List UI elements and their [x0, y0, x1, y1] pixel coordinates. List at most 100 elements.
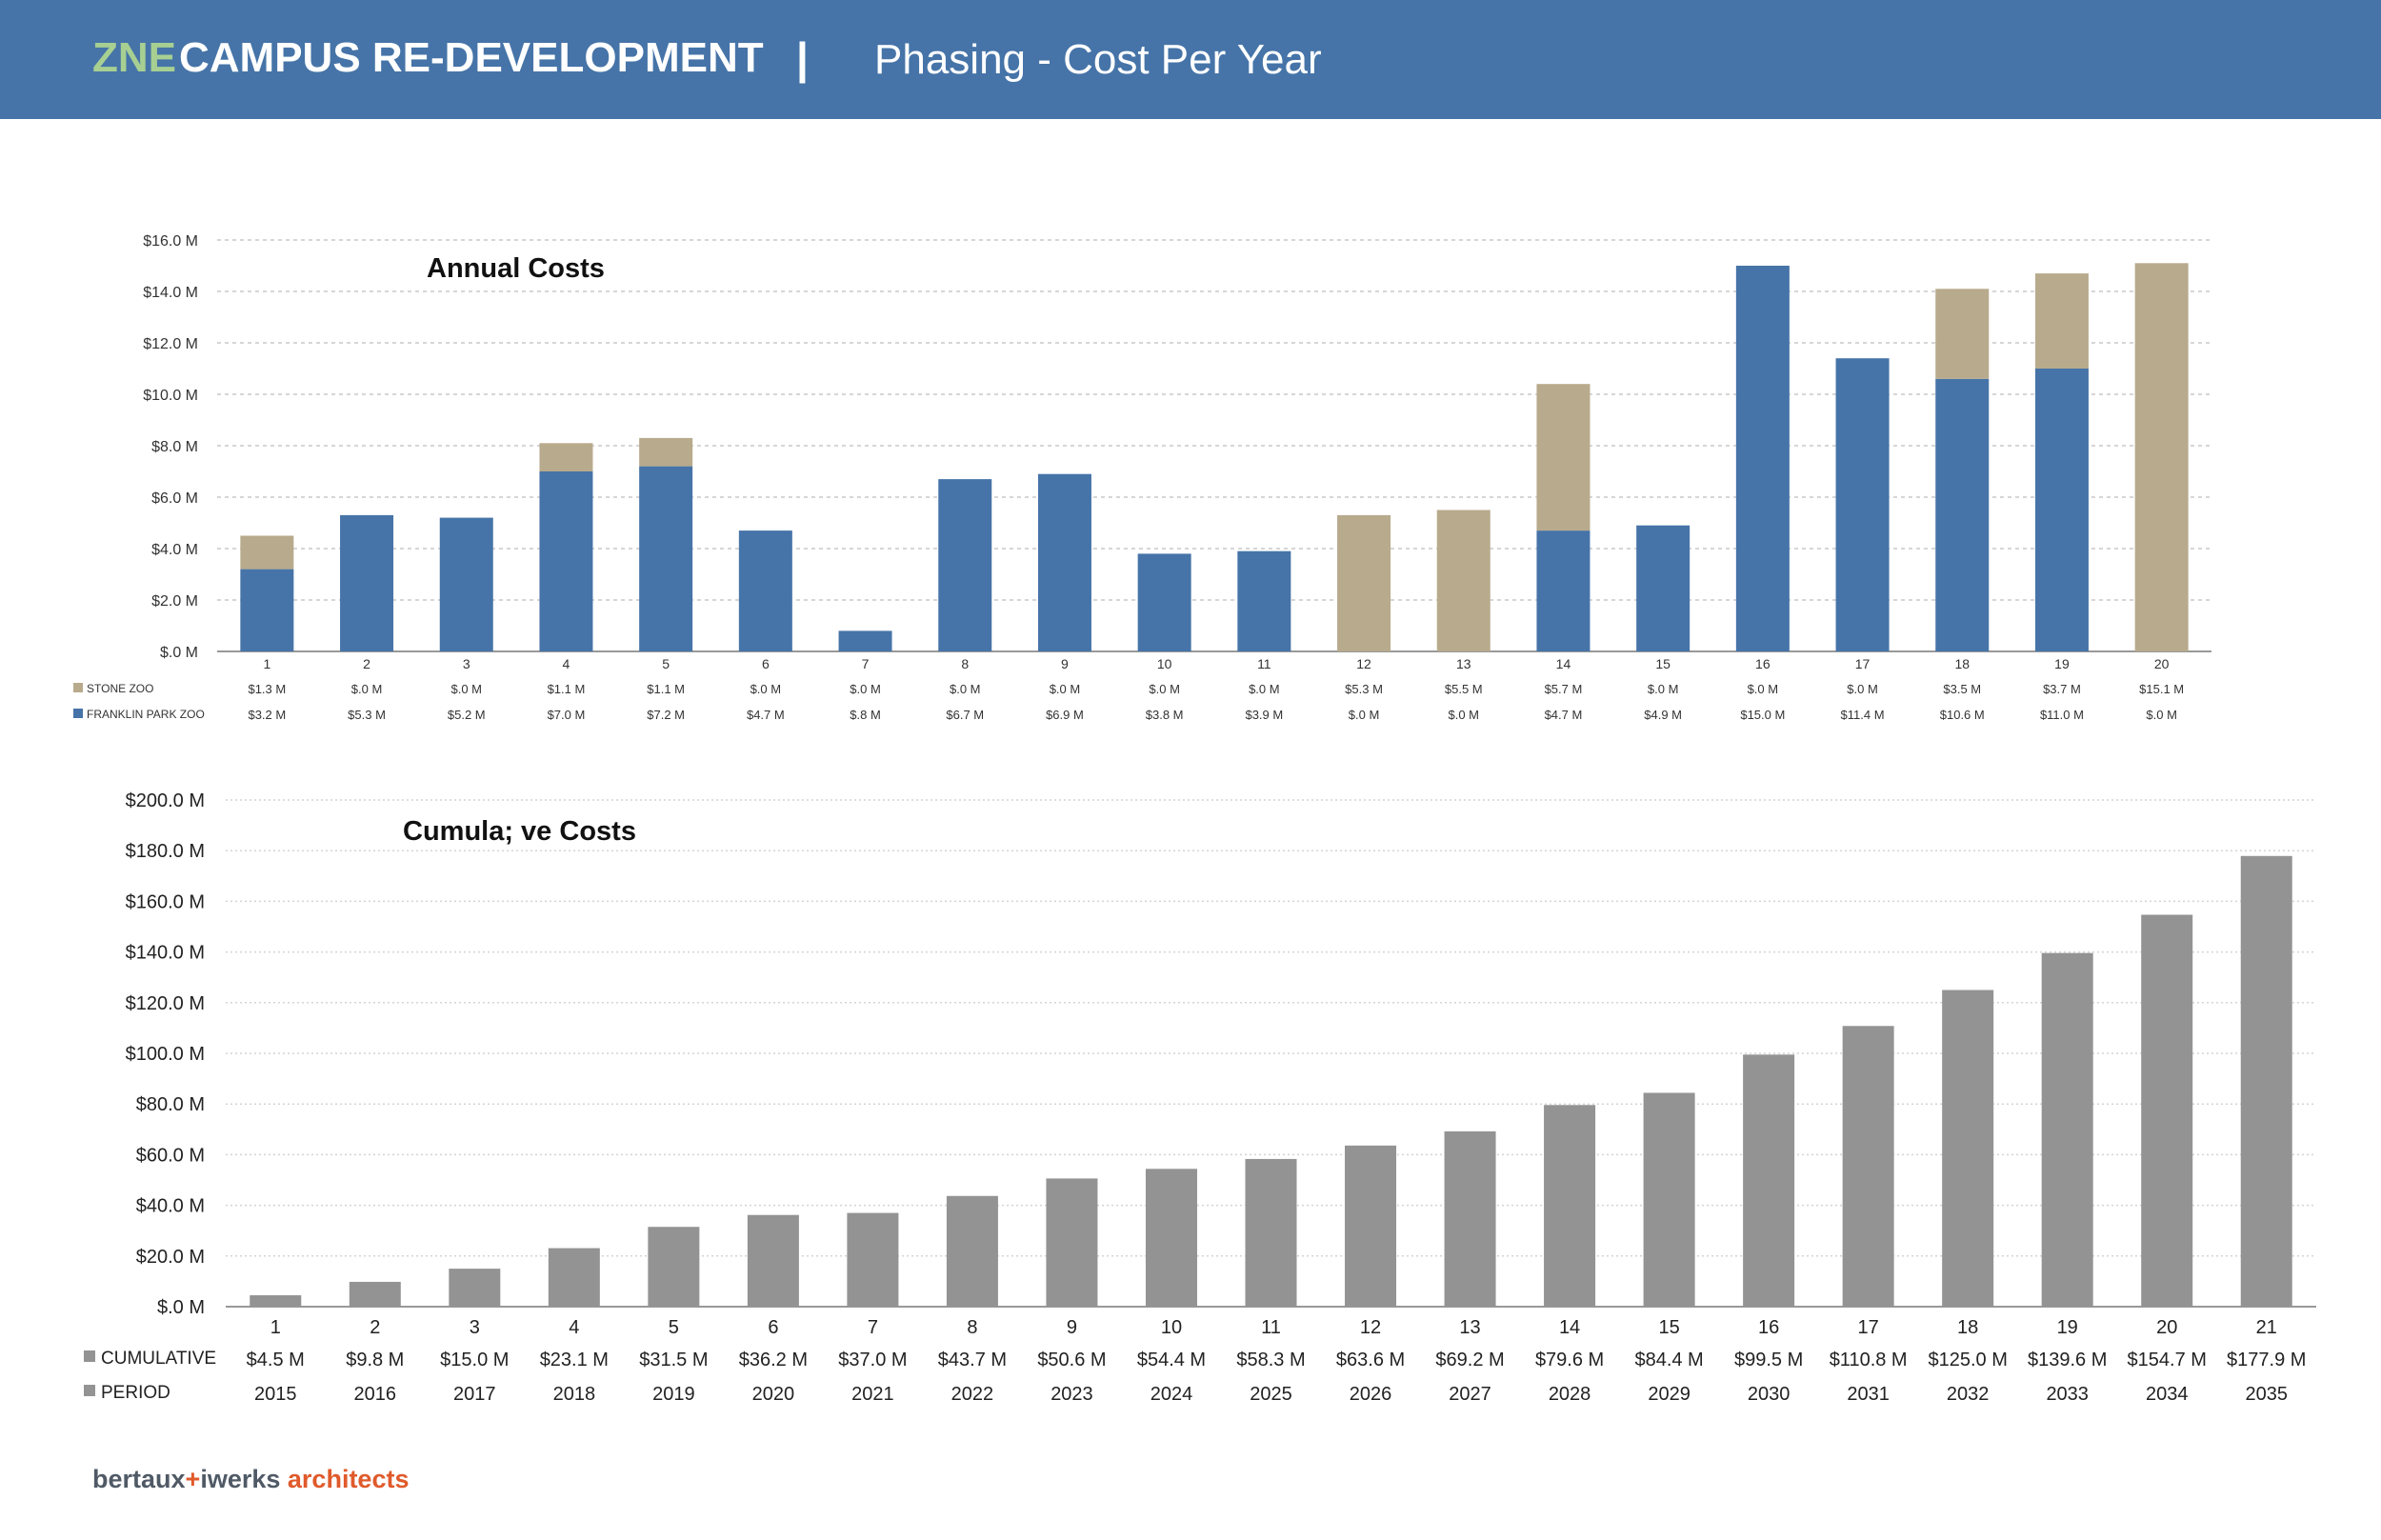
y-tick-label: $180.0 M	[126, 841, 205, 862]
data-label-franklin-park-zoo: $4.7 M	[1545, 708, 1583, 722]
bar-franklin-park-zoo	[2034, 369, 2089, 651]
bar-stone-zoo	[2134, 263, 2189, 651]
bar-franklin-park-zoo	[539, 471, 593, 651]
data-label-period: 2026	[1350, 1384, 1392, 1405]
bar-cumulative	[548, 1248, 600, 1307]
bar-franklin-park-zoo	[240, 569, 294, 651]
data-label-period: 2030	[1748, 1384, 1791, 1405]
data-label-period: 2015	[254, 1384, 297, 1405]
data-label-stone-zoo: $1.3 M	[248, 682, 286, 696]
data-label-franklin-park-zoo: $3.9 M	[1245, 708, 1283, 722]
y-tick-label: $16.0 M	[143, 233, 198, 250]
x-tick-label: 6	[768, 1317, 778, 1338]
x-tick-label: 19	[2057, 1317, 2078, 1338]
data-label-period: 2020	[752, 1384, 795, 1405]
data-label-period: 2025	[1250, 1384, 1292, 1405]
x-tick-label: 4	[563, 656, 570, 671]
bar-franklin-park-zoo	[1735, 266, 1790, 651]
data-label-cumulative: $79.6 M	[1535, 1350, 1604, 1370]
x-tick-label: 16	[1758, 1317, 1779, 1338]
legend-label-stone-zoo: STONE ZOO	[87, 682, 153, 695]
bar-franklin-park-zoo	[938, 479, 992, 651]
bar-cumulative	[747, 1214, 799, 1307]
bar-cumulative	[1444, 1130, 1496, 1307]
data-label-cumulative: $125.0 M	[1928, 1350, 2007, 1370]
bar-franklin-park-zoo	[1536, 530, 1591, 651]
x-tick-label: 13	[1459, 1317, 1480, 1338]
x-tick-label: 20	[2154, 656, 2170, 671]
header-bar: ZNE CAMPUS RE-DEVELOPMENT | Phasing - Co…	[0, 0, 2381, 119]
data-label-franklin-park-zoo: $6.7 M	[946, 708, 984, 722]
x-tick-label: 10	[1161, 1317, 1182, 1338]
bar-franklin-park-zoo	[738, 530, 792, 651]
x-tick-label: 10	[1157, 656, 1172, 671]
bar-cumulative	[2240, 855, 2292, 1307]
y-tick-label: $6.0 M	[151, 490, 198, 507]
data-label-cumulative: $177.9 M	[2227, 1350, 2306, 1370]
bar-cumulative	[349, 1281, 401, 1307]
data-label-cumulative: $54.4 M	[1137, 1350, 1206, 1370]
data-label-cumulative: $36.2 M	[739, 1350, 808, 1370]
page-title: CAMPUS RE-DEVELOPMENT	[179, 34, 764, 81]
y-tick-label: $2.0 M	[151, 593, 198, 610]
bar-cumulative	[1544, 1105, 1596, 1307]
data-label-cumulative: $31.5 M	[639, 1350, 708, 1370]
data-label-stone-zoo: $5.7 M	[1545, 682, 1583, 696]
x-tick-label: 15	[1658, 1317, 1679, 1338]
company-logo: bertaux+iwerks architects	[92, 1465, 409, 1494]
x-tick-label: 20	[2156, 1317, 2177, 1338]
data-label-franklin-park-zoo: $.0 M	[1349, 708, 1380, 722]
data-label-franklin-park-zoo: $.8 M	[850, 708, 881, 722]
data-label-stone-zoo: $15.1 M	[2139, 682, 2184, 696]
x-tick-label: 2	[363, 656, 370, 671]
legend-label-period: PERIOD	[101, 1383, 170, 1403]
data-label-cumulative: $37.0 M	[838, 1350, 907, 1370]
legend-swatch-period	[84, 1385, 95, 1396]
annual-costs-chart: $16.0 M $14.0 M $12.0 M $10.0 M $8.0 M $6.0 M…	[73, 233, 2211, 722]
bar-franklin-park-zoo	[439, 517, 493, 651]
data-label-period: 2024	[1150, 1384, 1193, 1405]
bar-franklin-park-zoo	[639, 466, 693, 651]
bar-cumulative	[1345, 1145, 1397, 1307]
data-label-franklin-park-zoo: $5.2 M	[448, 708, 486, 722]
bar-cumulative	[1743, 1054, 1795, 1307]
x-tick-label: 12	[1356, 656, 1371, 671]
x-tick-label: 21	[2256, 1317, 2277, 1338]
x-tick-label: 8	[961, 656, 969, 671]
data-label-cumulative: $99.5 M	[1734, 1350, 1803, 1370]
data-label-cumulative: $139.6 M	[2028, 1350, 2107, 1370]
x-tick-label: 8	[967, 1317, 977, 1338]
data-label-franklin-park-zoo: $11.0 M	[2040, 708, 2084, 722]
title-zne: ZNE	[92, 34, 176, 81]
x-tick-label: 3	[463, 656, 470, 671]
data-label-period: 2027	[1449, 1384, 1491, 1405]
x-tick-label: 7	[868, 1317, 878, 1338]
bar-franklin-park-zoo	[1137, 553, 1191, 651]
data-label-period: 2017	[453, 1384, 496, 1405]
bar-cumulative	[1046, 1178, 1098, 1307]
data-label-stone-zoo: $.0 M	[1748, 682, 1779, 696]
y-tick-label: $100.0 M	[126, 1044, 205, 1065]
x-tick-label: 16	[1755, 656, 1771, 671]
data-label-period: 2019	[652, 1384, 695, 1405]
data-label-cumulative: $23.1 M	[540, 1350, 609, 1370]
data-label-stone-zoo: $5.3 M	[1345, 682, 1383, 696]
y-tick-label: $60.0 M	[136, 1145, 205, 1166]
data-label-cumulative: $84.4 M	[1634, 1350, 1703, 1370]
data-label-stone-zoo: $.0 M	[351, 682, 383, 696]
bar-stone-zoo	[2034, 273, 2089, 369]
x-tick-label: 18	[1957, 1317, 1978, 1338]
bar-cumulative	[847, 1212, 899, 1307]
data-label-franklin-park-zoo: $4.7 M	[747, 708, 785, 722]
legend-swatch-franklin-park-zoo	[73, 709, 83, 718]
data-label-stone-zoo: $.0 M	[1648, 682, 1679, 696]
data-label-stone-zoo: $1.1 M	[548, 682, 586, 696]
y-tick-label: $200.0 M	[126, 790, 205, 811]
logo-text-bertaux: bertaux	[92, 1465, 186, 1493]
logo-text-architects: architects	[287, 1465, 410, 1493]
bar-stone-zoo	[1935, 289, 1990, 379]
data-label-franklin-park-zoo: $7.0 M	[548, 708, 586, 722]
y-tick-label: $12.0 M	[143, 336, 198, 352]
logo-plus: +	[185, 1465, 201, 1493]
data-label-period: 2035	[2245, 1384, 2288, 1405]
